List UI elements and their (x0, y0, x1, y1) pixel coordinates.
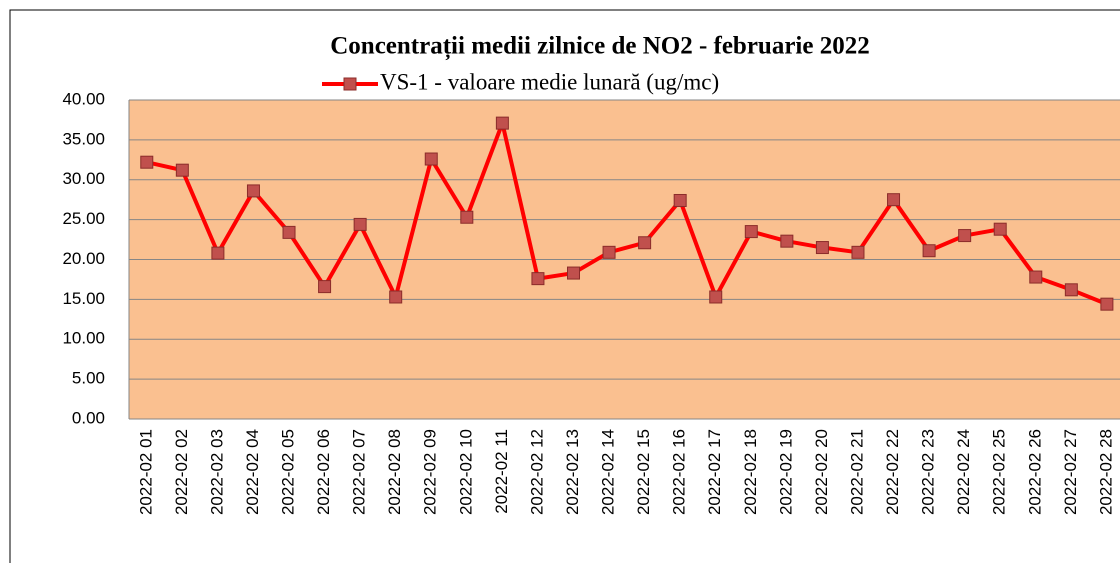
marker (1100, 297, 1114, 311)
x-tick-label: 2022-02 28 (1096, 429, 1115, 515)
x-tick-label: 2022-02 15 (634, 429, 653, 515)
y-tick-label: 35.00 (62, 129, 105, 148)
y-tick-label: 0.00 (72, 408, 105, 427)
y-tick-label: 15.00 (62, 289, 105, 308)
marker (673, 193, 687, 207)
marker (531, 272, 545, 286)
series-line (146, 121, 1108, 307)
marker (282, 225, 296, 239)
y-tick-label: 30.00 (62, 169, 105, 188)
marker (958, 229, 972, 243)
marker (815, 241, 829, 255)
x-tick-label: 2022-02 14 (599, 429, 618, 515)
marker (140, 155, 154, 169)
y-tick-label: 10.00 (62, 329, 105, 348)
x-tick-label: 2022-02 07 (350, 429, 369, 515)
marker (389, 290, 403, 304)
marker (495, 116, 509, 130)
marker (211, 246, 225, 260)
x-tick-label: 2022-02 23 (919, 429, 938, 515)
chart-title: Concentrații medii zilnice de NO2 - febr… (330, 33, 869, 61)
marker (993, 222, 1007, 236)
x-tick-label: 2022-02 16 (670, 429, 689, 515)
x-tick-label: 2022-02 25 (990, 429, 1009, 515)
marker (246, 184, 260, 198)
x-tick-label: 2022-02 01 (136, 429, 155, 515)
x-tick-label: 2022-02 20 (812, 429, 831, 515)
y-tick-label: 40.00 (62, 89, 105, 108)
marker (1064, 283, 1078, 297)
legend-marker (343, 77, 357, 91)
marker (922, 244, 936, 258)
x-tick-label: 2022-02 27 (1061, 429, 1080, 515)
marker (744, 225, 758, 239)
x-tick-label: 2022-02 17 (705, 429, 724, 515)
x-tick-label: 2022-02 12 (527, 429, 546, 515)
marker (780, 234, 794, 248)
y-tick-label: 5.00 (72, 369, 105, 388)
x-tick-label: 2022-02 05 (279, 429, 298, 515)
y-tick-label: 25.00 (62, 209, 105, 228)
x-tick-label: 2022-02 04 (243, 429, 262, 515)
x-tick-label: 2022-02 24 (954, 429, 973, 515)
marker (353, 217, 367, 231)
marker (602, 245, 616, 259)
marker (567, 266, 580, 280)
marker (318, 280, 332, 294)
y-tick-label: 20.00 (62, 249, 105, 268)
x-tick-label: 2022-02 10 (456, 429, 475, 515)
marker (1029, 270, 1043, 284)
marker (851, 245, 865, 259)
x-tick-label: 2022-02 26 (1025, 429, 1044, 515)
marker (460, 210, 474, 224)
marker (638, 236, 652, 250)
marker (709, 290, 723, 304)
marker (424, 152, 438, 166)
x-tick-label: 2022-02 18 (741, 429, 760, 515)
x-tick-label: 2022-02 02 (172, 429, 191, 515)
x-tick-label: 2022-02 13 (563, 429, 582, 515)
x-tick-label: 2022-02 11 (492, 429, 511, 514)
x-tick-label: 2022-02 19 (776, 429, 795, 515)
legend-label: VS-1 - valoare medie lunară (ug/mc) (380, 69, 719, 94)
x-tick-label: 2022-02 03 (207, 429, 226, 515)
x-tick-label: 2022-02 22 (883, 429, 902, 515)
x-tick-label: 2022-02 08 (385, 429, 404, 515)
x-tick-label: 2022-02 06 (314, 429, 333, 515)
x-tick-label: 2022-02 21 (847, 429, 866, 515)
x-tick-label: 2022-02 09 (421, 429, 440, 515)
marker (175, 163, 189, 177)
marker (887, 193, 901, 207)
